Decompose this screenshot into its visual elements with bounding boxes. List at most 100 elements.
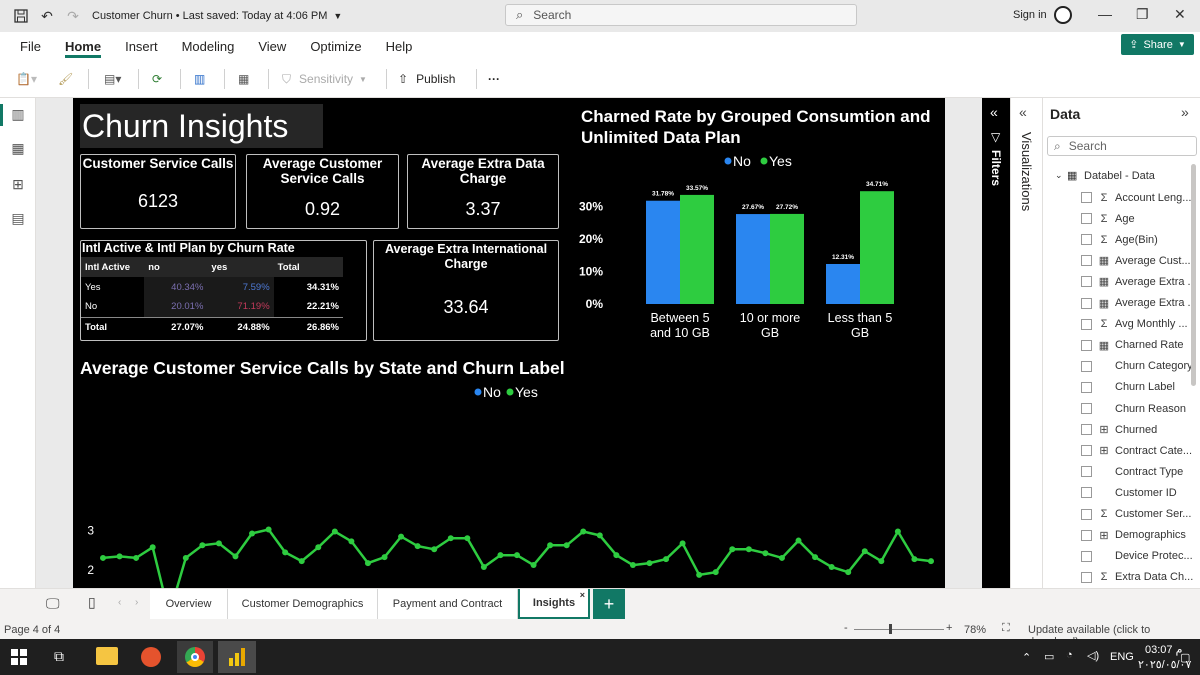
field-item[interactable]: ⊞ Churned xyxy=(1043,419,1193,440)
field-item[interactable]: Σ Account Leng... xyxy=(1043,187,1193,208)
page-tab-payment-contract[interactable]: Payment and Contract xyxy=(378,589,518,619)
data-search-input[interactable]: ⌕ Search xyxy=(1047,136,1197,156)
get-data-icon[interactable]: ▤▾ xyxy=(104,72,122,86)
firefox-icon[interactable] xyxy=(141,647,161,667)
document-title[interactable]: Customer Churn • Last saved: Today at 4:… xyxy=(92,10,328,22)
zoom-level[interactable]: 78% xyxy=(964,624,987,636)
volume-icon[interactable]: ◁) xyxy=(1087,650,1100,662)
desktop-view-icon[interactable]: 🖵 xyxy=(46,595,60,611)
checkbox[interactable] xyxy=(1081,213,1092,225)
field-item[interactable]: ▦ Charned Rate xyxy=(1043,335,1193,356)
field-item[interactable]: Device Protec... xyxy=(1043,546,1193,567)
line-chart[interactable]: Average Customer Service Calls by State … xyxy=(73,352,945,588)
table-node[interactable]: ⌄ ▦ Databel - Data xyxy=(1043,165,1193,186)
checkbox[interactable] xyxy=(1081,381,1092,393)
search-input[interactable]: ⌕ Search xyxy=(505,4,857,26)
field-item[interactable]: Σ Age xyxy=(1043,208,1193,229)
checkbox[interactable] xyxy=(1081,339,1092,351)
checkbox[interactable] xyxy=(1081,424,1092,436)
dax-query-icon[interactable]: ▤ xyxy=(11,210,25,226)
field-item[interactable]: Churn Label xyxy=(1043,377,1193,398)
field-item[interactable]: Σ Avg Monthly ... xyxy=(1043,314,1193,335)
sign-in-link[interactable]: Sign in xyxy=(1013,9,1047,21)
power-bi-icon[interactable] xyxy=(218,641,256,673)
filters-pane[interactable]: « ▽ Filters xyxy=(982,98,1010,588)
field-item[interactable]: ▦ Average Cust... xyxy=(1043,250,1193,271)
fit-page-icon[interactable]: ⛶ xyxy=(1002,622,1010,634)
checkbox[interactable] xyxy=(1081,529,1092,541)
field-item[interactable]: ⊞ Demographics xyxy=(1043,525,1193,546)
publish-button[interactable]: ⇧ Publish xyxy=(398,68,455,90)
minimize-icon[interactable]: — xyxy=(1098,6,1112,22)
checkbox[interactable] xyxy=(1081,192,1092,203)
collapse-icon[interactable]: « xyxy=(990,104,998,120)
field-item[interactable]: Churn Category xyxy=(1043,356,1193,377)
tab-optimize[interactable]: Optimize xyxy=(310,38,362,54)
kpi-card-service-calls[interactable]: Customer Service Calls 6123 xyxy=(80,154,236,229)
page-tab-customer-demographics[interactable]: Customer Demographics xyxy=(228,589,378,619)
tab-help[interactable]: Help xyxy=(385,38,413,54)
paste-icon[interactable]: 📋▾ xyxy=(16,72,37,86)
checkbox[interactable] xyxy=(1081,276,1092,288)
field-item[interactable]: ▦ Average Extra ... xyxy=(1043,271,1197,292)
zoom-thumb[interactable] xyxy=(889,624,892,634)
chrome-icon[interactable] xyxy=(177,641,213,673)
checkbox[interactable] xyxy=(1081,318,1092,330)
collapse-icon[interactable]: « xyxy=(1019,104,1027,120)
checkbox[interactable] xyxy=(1081,550,1092,562)
language-indicator[interactable]: ENG xyxy=(1110,651,1134,663)
field-item[interactable]: ⊞ Contract Cate... xyxy=(1043,440,1193,461)
checkbox[interactable] xyxy=(1081,445,1092,457)
calculator-icon[interactable]: ▦ xyxy=(238,72,250,86)
page-tab-overview[interactable]: Overview xyxy=(150,589,228,619)
checkbox[interactable] xyxy=(1081,487,1092,499)
kpi-card-avg-service-calls[interactable]: Average Customer Service Calls 0.92 xyxy=(246,154,399,229)
battery-icon[interactable]: ▭ xyxy=(1044,651,1055,663)
tab-view[interactable]: View xyxy=(258,38,287,54)
scrollbar[interactable] xyxy=(1191,164,1196,386)
add-page-button[interactable]: + xyxy=(593,589,625,619)
mobile-view-icon[interactable]: ▯ xyxy=(88,594,96,610)
bar-chart[interactable]: Charned Rate by Grouped Consumtion and Un… xyxy=(573,102,943,352)
field-item[interactable]: Σ Customer Ser... xyxy=(1043,504,1193,525)
clock-time[interactable]: 03:07 م xyxy=(1145,644,1183,656)
tab-insert[interactable]: Insert xyxy=(125,38,158,54)
next-page-icon[interactable]: › xyxy=(135,597,139,608)
field-item[interactable]: Contract Type xyxy=(1043,461,1193,482)
checkbox[interactable] xyxy=(1081,508,1092,520)
windows-start-icon[interactable] xyxy=(11,649,27,665)
save-icon[interactable] xyxy=(8,0,34,32)
chevron-up-icon[interactable]: ⌃ xyxy=(1022,652,1032,664)
clock-date[interactable]: ٢٠٢٥/٠٥/٠٧ xyxy=(1138,659,1192,671)
zoom-in-icon[interactable]: + xyxy=(946,622,953,634)
field-item[interactable]: Customer ID xyxy=(1043,482,1193,503)
checkbox[interactable] xyxy=(1081,360,1092,372)
visualizations-pane[interactable]: « Visualizations xyxy=(1010,98,1042,620)
tab-file[interactable]: File xyxy=(20,38,41,54)
matrix-visual[interactable]: Intl Active & Intl Plan by Churn Rate In… xyxy=(80,240,367,341)
kpi-card-avg-extra-intl[interactable]: Average Extra International Charge 33.64 xyxy=(373,240,559,341)
visual-icon[interactable]: ▥ xyxy=(194,72,206,86)
refresh-icon[interactable]: ⟳ xyxy=(152,72,163,86)
tab-home[interactable]: Home xyxy=(53,32,113,60)
zoom-out-icon[interactable]: - xyxy=(844,622,848,634)
checkbox[interactable] xyxy=(1081,403,1092,414)
checkbox[interactable] xyxy=(1081,234,1092,246)
file-explorer-icon[interactable] xyxy=(96,647,118,665)
checkbox[interactable] xyxy=(1081,255,1092,267)
close-tab-icon[interactable]: × xyxy=(579,590,585,600)
tab-modeling[interactable]: Modeling xyxy=(181,38,235,54)
wifi-icon[interactable]: ◔ xyxy=(1066,649,1073,661)
undo-icon[interactable]: ↶ xyxy=(41,7,53,24)
field-item[interactable]: Σ Extra Data Ch... xyxy=(1043,567,1193,588)
chevron-down-icon[interactable]: ▼ xyxy=(333,11,343,21)
report-view-icon[interactable]: ▥ xyxy=(11,106,25,122)
avatar[interactable] xyxy=(1054,6,1072,24)
share-button[interactable]: ⇪ Share ▼ xyxy=(1121,34,1194,55)
field-item[interactable]: Σ Age(Bin) xyxy=(1043,229,1193,250)
table-view-icon[interactable]: ▦ xyxy=(11,140,25,156)
more-options-button[interactable]: ··· xyxy=(488,72,500,86)
field-item[interactable]: Churn Reason xyxy=(1043,398,1193,419)
expand-icon[interactable]: » xyxy=(1181,104,1189,120)
checkbox[interactable] xyxy=(1081,466,1092,478)
